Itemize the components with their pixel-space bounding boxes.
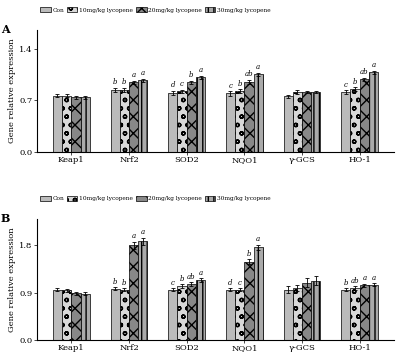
Text: a: a [141,228,145,237]
Bar [80,294,90,340]
Bar [168,93,178,151]
Text: ab: ab [187,273,196,281]
Bar [110,289,120,340]
Bar [350,288,360,340]
Text: c: c [344,81,348,89]
Bar [187,82,196,151]
Legend: Con, 10mg/kg lycopene, 20mg/kg lycopene, 30mg/kg lycopene: Con, 10mg/kg lycopene, 20mg/kg lycopene,… [40,6,271,13]
Bar [254,74,263,151]
Bar [226,290,235,340]
Bar [284,96,293,151]
Bar [53,290,62,340]
Text: B: B [1,213,10,224]
Bar [178,91,187,151]
Y-axis label: Gene relative expression: Gene relative expression [8,39,16,143]
Text: b: b [189,72,194,79]
Bar [302,283,311,340]
Text: b: b [238,80,242,88]
Bar [71,293,80,340]
Bar [369,72,378,151]
Bar [71,97,80,151]
Bar [360,79,369,151]
Text: c: c [228,82,232,90]
Legend: Con, 10mg/kg lycopene, 20mg/kg lycopene, 30mg/kg lycopene: Con, 10mg/kg lycopene, 20mg/kg lycopene,… [40,195,271,202]
Bar [129,245,138,340]
Bar [350,89,360,151]
Text: b: b [122,279,127,287]
Bar [187,284,196,340]
Text: A: A [1,24,9,35]
Text: b: b [180,275,184,283]
Bar [293,288,302,340]
Bar [138,80,148,151]
Bar [254,247,263,340]
Bar [293,92,302,151]
Text: d: d [170,81,175,90]
Bar [120,290,129,340]
Bar [311,281,320,340]
Bar [244,82,254,151]
Text: a: a [256,63,260,71]
Text: a: a [362,274,366,282]
Text: b: b [113,278,117,286]
Bar [226,93,235,151]
Bar [244,262,254,340]
Text: ab: ab [360,68,369,76]
Bar [196,280,205,340]
Bar [129,82,138,151]
Bar [302,92,311,151]
Text: a: a [372,274,376,282]
Text: b: b [353,78,357,86]
Bar [80,97,90,151]
Text: a: a [132,71,136,79]
Bar [235,290,244,340]
Text: a: a [141,69,145,77]
Bar [62,96,71,151]
Bar [120,90,129,151]
Text: ab: ab [351,277,360,285]
Text: a: a [256,235,260,243]
Text: a: a [198,269,202,277]
Y-axis label: Gene relative expression: Gene relative expression [8,227,16,332]
Text: c: c [171,279,175,287]
Bar [178,286,187,340]
Bar [284,290,293,340]
Bar [62,290,71,340]
Text: b: b [344,279,348,287]
Bar [311,92,320,151]
Bar [341,290,350,340]
Bar [341,92,350,151]
Text: a: a [198,67,202,74]
Bar [360,285,369,340]
Bar [53,96,62,151]
Text: c: c [180,80,184,88]
Text: b: b [122,78,127,87]
Text: b: b [113,78,117,87]
Text: d: d [228,279,233,287]
Text: a: a [372,61,376,69]
Text: ab: ab [245,71,253,78]
Text: c: c [238,279,242,287]
Bar [369,285,378,340]
Text: b: b [247,250,251,258]
Bar [235,91,244,151]
Text: a: a [132,232,136,241]
Bar [196,77,205,151]
Bar [168,290,178,340]
Bar [110,90,120,151]
Bar [138,241,148,340]
